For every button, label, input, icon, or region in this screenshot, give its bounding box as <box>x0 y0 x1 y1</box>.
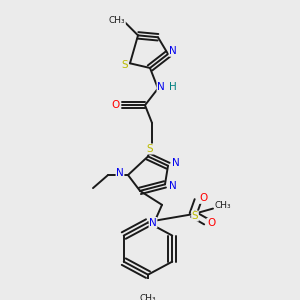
Text: S: S <box>192 211 198 221</box>
Text: N: N <box>157 82 165 92</box>
Text: CH₃: CH₃ <box>215 201 231 210</box>
Text: S: S <box>147 144 153 154</box>
Text: CH₃: CH₃ <box>109 16 125 25</box>
Text: O: O <box>199 193 207 203</box>
Text: N: N <box>172 158 180 168</box>
Text: N: N <box>116 168 124 178</box>
Text: H: H <box>169 82 177 92</box>
Text: CH₃: CH₃ <box>140 294 156 300</box>
Text: N: N <box>169 181 177 191</box>
Text: S: S <box>122 60 128 70</box>
Text: O: O <box>112 100 120 110</box>
Text: N: N <box>169 46 177 56</box>
Text: N: N <box>149 218 157 227</box>
Text: O: O <box>207 218 215 229</box>
